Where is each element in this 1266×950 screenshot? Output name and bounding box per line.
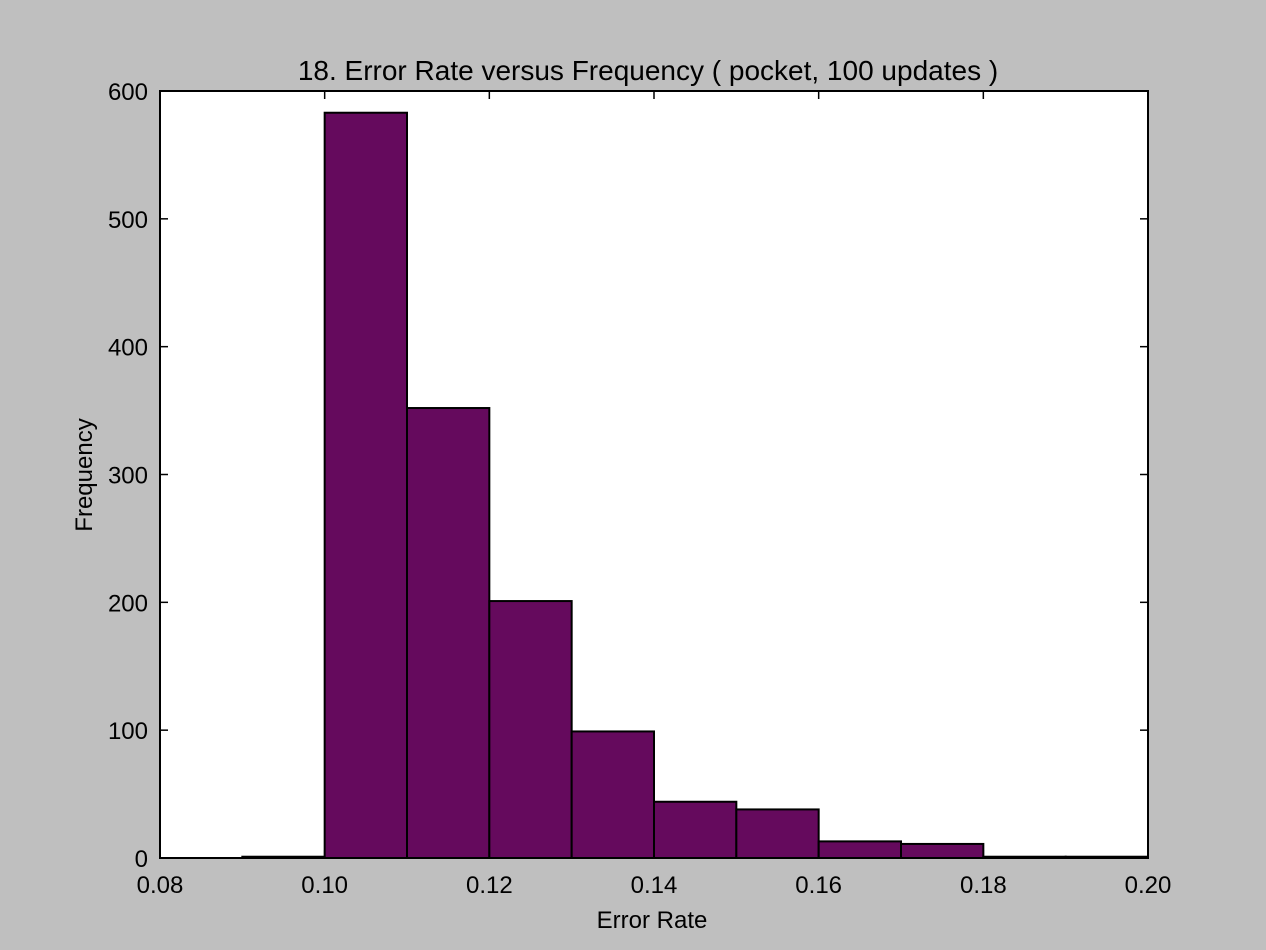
x-tick-label: 0.18 (960, 872, 1007, 899)
y-tick-label: 0 (135, 846, 148, 873)
histogram-bars (241, 111, 1149, 860)
y-axis-label: Frequency (71, 418, 98, 531)
x-axis-label: Error Rate (597, 907, 708, 934)
histogram-bar-5 (653, 800, 738, 860)
histogram-bar-2 (406, 407, 491, 859)
y-axis-ticks: 0 100 200 300 400 500 600 (108, 79, 1148, 873)
x-tick-label: 0.16 (795, 872, 842, 899)
y-tick-label: 500 (108, 207, 148, 234)
histogram-bar-1 (323, 111, 408, 859)
histogram-bar-7 (817, 840, 903, 859)
histogram-bar-4 (570, 730, 656, 860)
chart-title: 18. Error Rate versus Frequency ( pocket… (298, 55, 998, 86)
x-axis-ticks: 0.08 0.10 0.12 0.14 0.16 0.18 0.20 (137, 91, 1172, 899)
x-tick-label: 0.08 (137, 872, 184, 899)
x-tick-label: 0.12 (466, 872, 513, 899)
y-tick-label: 200 (108, 590, 148, 617)
y-tick-label: 600 (108, 79, 148, 106)
histogram-bar-3 (488, 600, 573, 859)
x-tick-label: 0.10 (301, 872, 348, 899)
x-tick-label: 0.20 (1125, 872, 1172, 899)
y-tick-label: 100 (108, 718, 148, 745)
y-tick-label: 400 (108, 335, 148, 362)
histogram-bar-8 (900, 842, 985, 860)
histogram-bar-6 (735, 808, 820, 860)
y-tick-label: 300 (108, 463, 148, 490)
x-tick-label: 0.14 (631, 872, 678, 899)
